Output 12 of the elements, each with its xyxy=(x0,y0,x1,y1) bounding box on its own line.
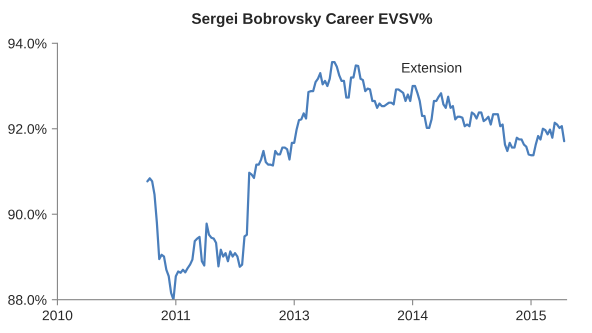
y-tick-label: 88.0% xyxy=(8,295,47,305)
x-tick-label: 2015 xyxy=(516,310,546,320)
line-series xyxy=(146,60,566,300)
x-tick-label: 2010 xyxy=(42,310,72,320)
x-tick-label: 2013 xyxy=(279,310,310,320)
x-tick-label: 2014 xyxy=(398,310,428,320)
y-tick-label: 92.0% xyxy=(8,124,47,134)
chart-title: Sergei Bobrovsky Career EVSV% xyxy=(192,12,432,28)
y-tick-label: 90.0% xyxy=(8,210,47,220)
x-tick-label: 2011 xyxy=(162,310,190,320)
y-tick-label: 94.0% xyxy=(8,38,47,48)
annotation: Extension xyxy=(402,62,462,73)
